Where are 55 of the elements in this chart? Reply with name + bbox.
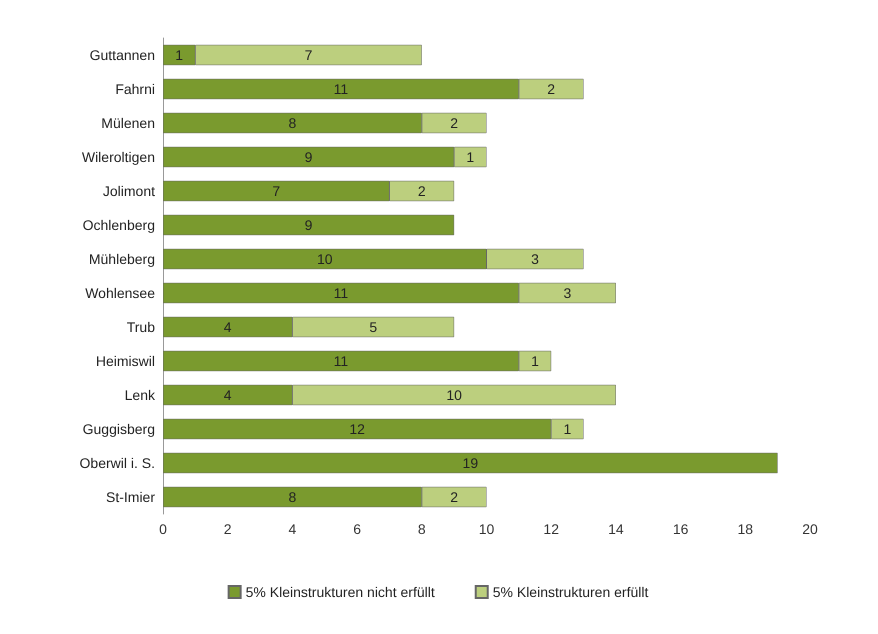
data-label: 1 (531, 353, 540, 369)
x-tick-label: 16 (672, 521, 689, 537)
data-label: 9 (304, 149, 313, 165)
x-tick-label: 12 (543, 521, 560, 537)
data-label: 8 (288, 489, 296, 505)
y-tick-label: Fahrni (115, 81, 155, 97)
data-label: 8 (288, 115, 296, 131)
data-label: 7 (272, 183, 280, 199)
data-label: 10 (316, 251, 333, 267)
y-tick-label: Guttannen (90, 47, 155, 63)
bar (163, 452, 778, 474)
x-tick-label: 2 (224, 521, 232, 537)
y-tick-label: St-Imier (106, 489, 156, 505)
data-label: 11 (334, 81, 348, 97)
y-tick-label: Jolimont (102, 183, 156, 199)
data-label: 3 (563, 285, 572, 301)
data-label: 9 (304, 217, 313, 233)
x-tick-label: 8 (418, 521, 426, 537)
y-tick-label: Wileroltigen (82, 149, 155, 165)
x-tick-label: 10 (478, 521, 494, 537)
legend-label: 5% Kleinstrukturen erfüllt (492, 584, 648, 600)
data-label: 1 (175, 47, 184, 63)
data-label: 3 (531, 251, 540, 267)
data-label: 5 (369, 319, 378, 335)
x-tick-label: 18 (738, 521, 754, 537)
data-label: 2 (450, 489, 458, 505)
data-label: 2 (418, 183, 426, 199)
y-tick-label: Wohlensee (85, 285, 156, 301)
y-tick-label: Trub (126, 319, 156, 335)
y-tick-label: Lenk (124, 387, 156, 403)
data-label: 12 (349, 421, 366, 437)
y-tick-label: Mühleberg (88, 251, 155, 267)
y-tick-label: Heimiswil (96, 353, 155, 369)
y-tick-label: Guggisberg (82, 421, 155, 437)
data-label: 2 (547, 81, 556, 97)
data-label: 19 (462, 455, 478, 471)
x-tick-label: 6 (353, 521, 362, 537)
data-label: 1 (466, 149, 474, 165)
x-tick-label: 14 (608, 521, 624, 537)
data-label: 11 (334, 353, 348, 369)
data-label: 2 (450, 115, 458, 131)
data-label: 4 (224, 387, 232, 403)
x-tick-label: 0 (159, 521, 168, 537)
y-tick-label: Oberwil i. S. (80, 455, 155, 471)
y-tick-label: Ochlenberg (82, 217, 155, 233)
x-tick-label: 20 (802, 521, 818, 537)
y-tick-label: Mülenen (101, 115, 155, 131)
legend-label: 5% Kleinstrukturen nicht erfüllt (246, 584, 435, 600)
data-label: 4 (224, 319, 232, 335)
data-label: 11 (334, 285, 348, 301)
x-tick-label: 4 (288, 521, 296, 537)
data-label: 7 (304, 47, 313, 63)
data-label: 1 (563, 421, 572, 437)
data-label: 10 (446, 387, 462, 403)
bar (163, 214, 454, 236)
